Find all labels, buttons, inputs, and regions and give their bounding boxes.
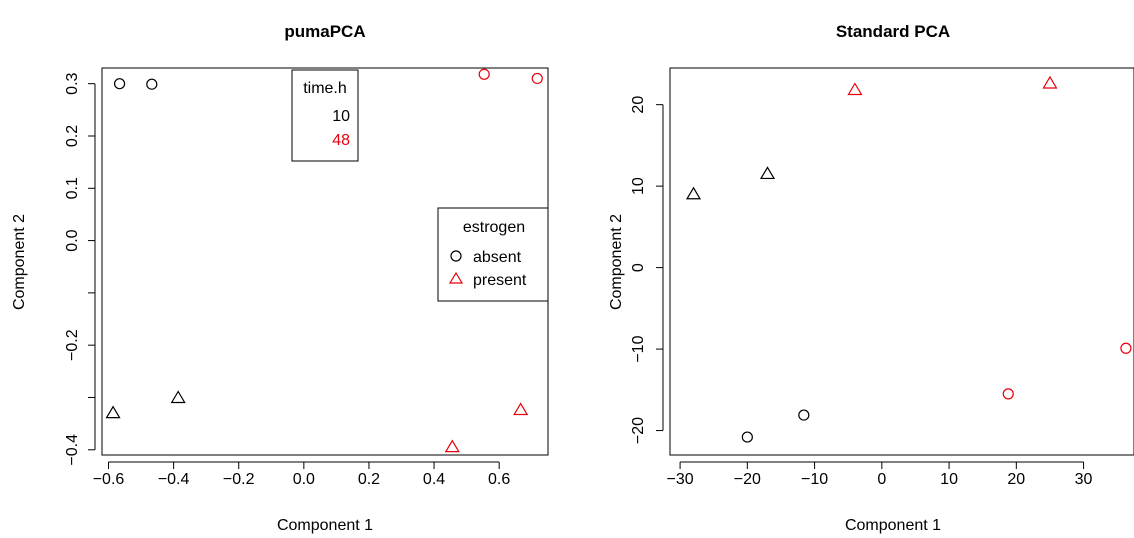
x-axis-label: Component 1 — [845, 517, 941, 534]
x-axis: −30 −20 −10 0 10 20 30 — [667, 461, 1093, 488]
triangle-point — [444, 439, 460, 453]
triangle-point — [847, 82, 863, 96]
circle-point — [1002, 388, 1014, 400]
y-tick-label: 0.0 — [64, 229, 81, 251]
plot-frame — [669, 67, 1134, 456]
x-tick-label: 30 — [1075, 471, 1093, 488]
circle-point — [1120, 342, 1132, 354]
x-axis-label: Component 1 — [277, 517, 373, 534]
y-tick-label: −20 — [630, 417, 647, 444]
legend-time-entry: 48 — [332, 132, 350, 149]
triangle-point — [685, 186, 702, 200]
x-tick-label: −20 — [734, 471, 761, 488]
circle-point — [798, 409, 810, 421]
x-tick-label: −0.2 — [223, 471, 255, 488]
chart-title: pumaPCA — [284, 22, 365, 41]
x-tick-label: −30 — [667, 471, 694, 488]
triangle-point — [1042, 75, 1058, 89]
x-tick-label: 10 — [940, 471, 958, 488]
triangle-point — [105, 405, 121, 419]
x-tick-label: 0.2 — [358, 471, 380, 488]
y-axis-label: Component 2 — [11, 214, 28, 310]
triangle-point — [170, 390, 186, 404]
data-points — [105, 68, 543, 453]
legend-circle-marker — [450, 250, 462, 262]
x-tick-label: −0.4 — [158, 471, 190, 488]
x-axis: −0.6 −0.4 −0.2 0.0 0.2 0.4 0.6 — [93, 461, 510, 488]
legend-estrogen-box — [437, 207, 549, 302]
y-tick-label: 20 — [630, 96, 647, 114]
y-tick-label: 10 — [630, 177, 647, 195]
y-axis: −0.4 −0.2 0.0 0.1 0.2 0.3 — [64, 72, 96, 466]
x-tick-label: −0.6 — [93, 471, 125, 488]
circle-point — [478, 68, 490, 80]
circle-point — [146, 78, 158, 90]
circle-point — [531, 72, 543, 85]
legend-estrogen-title: estrogen — [463, 219, 525, 236]
legend-estrogen-entry: absent — [473, 249, 522, 266]
chart-title: Standard PCA — [836, 22, 950, 41]
legend-estrogen-entry: present — [473, 272, 527, 289]
legend-time-entry: 10 — [332, 108, 350, 125]
triangle-point — [759, 166, 776, 180]
legend-triangle-marker — [448, 271, 464, 284]
legend-time-title: time.h — [303, 80, 347, 97]
y-tick-label: 0.1 — [64, 177, 81, 199]
x-tick-label: −10 — [801, 471, 828, 488]
legend-time-box — [291, 69, 359, 162]
x-tick-label: 0 — [877, 471, 886, 488]
y-axis-label: Component 2 — [608, 214, 625, 310]
standard-pca-panel: Standard PCA −30 −20 −10 0 10 20 30 −20 −10 0 10 2… — [608, 22, 1134, 534]
circle-point — [113, 78, 126, 90]
data-points — [685, 75, 1132, 443]
y-tick-label: −0.4 — [64, 434, 81, 466]
puma-pca-panel: pumaPCA −0.6 −0.4 −0.2 0.0 0.2 0.4 0.6 −0.4−0.… — [11, 22, 549, 534]
x-tick-label: 0.0 — [293, 471, 315, 488]
circle-point — [741, 431, 753, 443]
y-axis: −20 −10 0 10 20 — [630, 96, 664, 444]
y-tick-label: −0.2 — [64, 329, 81, 361]
x-tick-label: 0.6 — [488, 471, 510, 488]
y-tick-label: −10 — [630, 335, 647, 362]
y-tick-label: 0.3 — [64, 72, 81, 94]
legend-time: time.h 10 48 — [291, 69, 359, 162]
triangle-point — [513, 402, 529, 416]
legend-estrogen: estrogen absent present — [437, 207, 549, 302]
y-tick-label: 0 — [630, 263, 647, 272]
x-tick-label: 0.4 — [423, 471, 445, 488]
x-tick-label: 20 — [1007, 471, 1025, 488]
y-tick-label: 0.2 — [64, 125, 81, 147]
